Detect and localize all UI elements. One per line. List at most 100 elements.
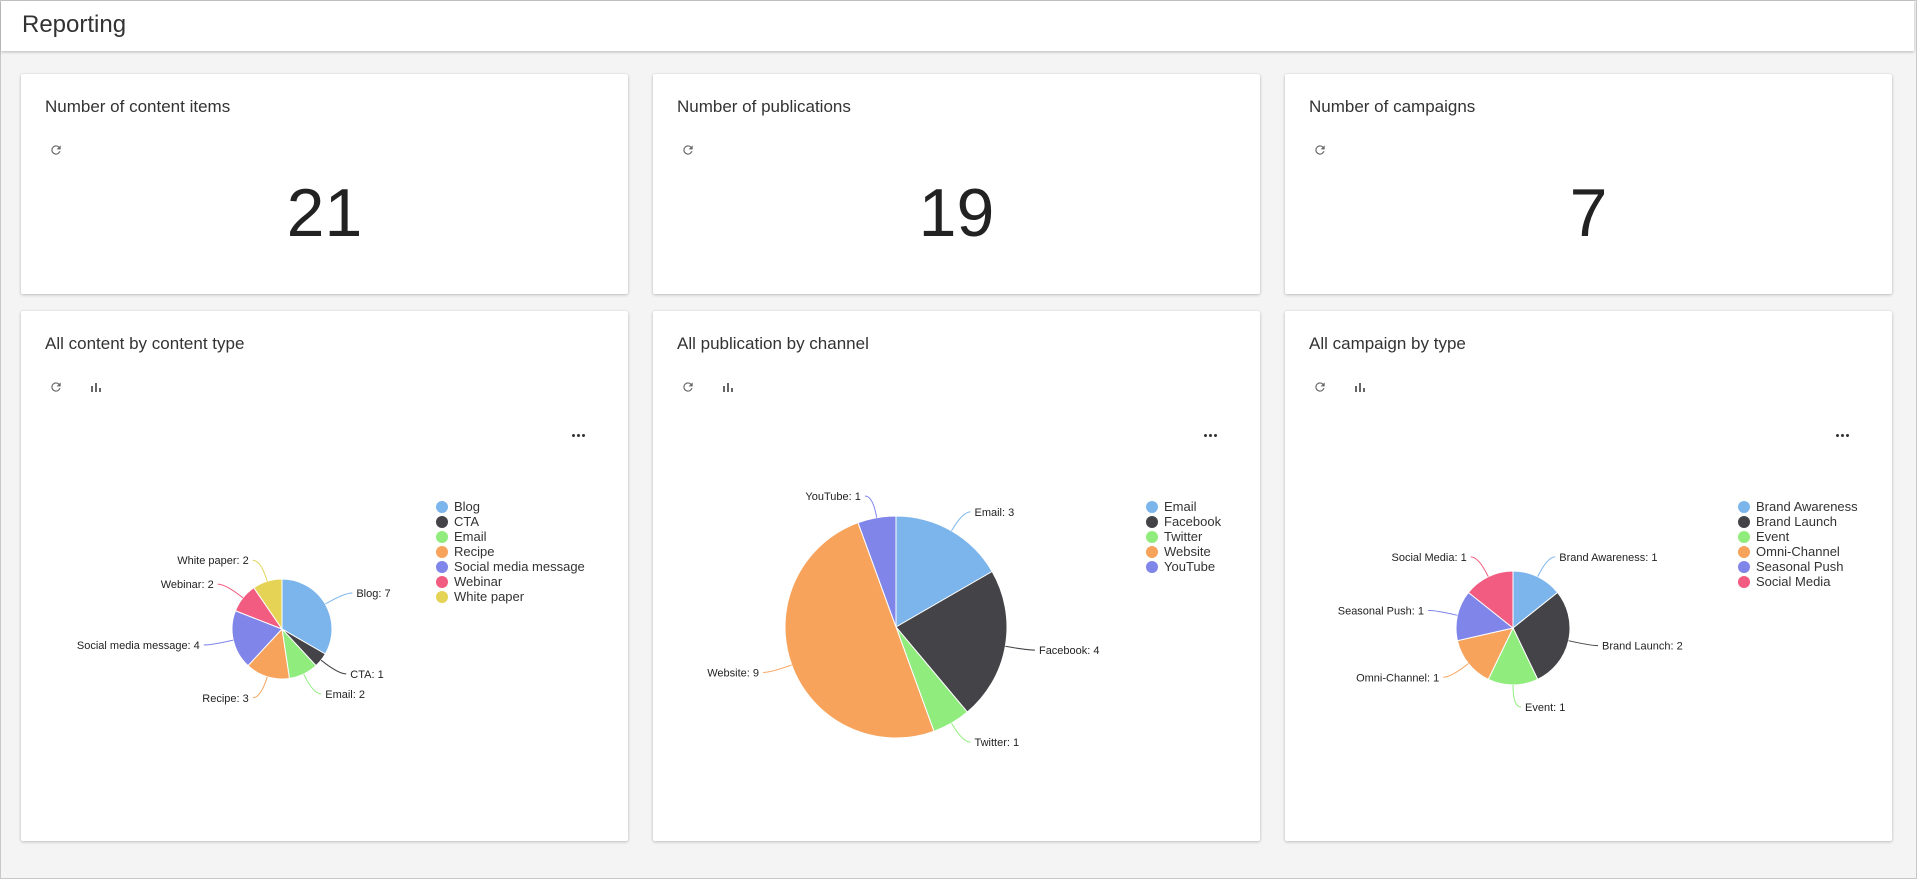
pie-data-label: Seasonal Push: 1 bbox=[1338, 605, 1424, 617]
pie-connector bbox=[1005, 645, 1035, 651]
campaigns-card: Number of campaigns 7 bbox=[1285, 74, 1892, 294]
legend-label: Webinar bbox=[454, 574, 503, 589]
refresh-button[interactable] bbox=[45, 139, 67, 161]
legend-item[interactable]: Social Media bbox=[1738, 574, 1831, 589]
legend-item[interactable]: White paper bbox=[436, 589, 525, 604]
pie-data-label: Email: 2 bbox=[325, 689, 365, 701]
page-header: Reporting bbox=[1, 1, 1914, 51]
more-icon-dot bbox=[581, 433, 585, 437]
content-type-chart-card: All content by content type Blog: 7 Blog C… bbox=[21, 311, 628, 841]
pie-connector bbox=[763, 664, 792, 673]
legend-item[interactable]: Event bbox=[1738, 529, 1790, 544]
pie-data-label: White paper: 2 bbox=[177, 555, 249, 567]
legend-item[interactable]: Twitter bbox=[1146, 529, 1203, 544]
legend-label: Seasonal Push bbox=[1756, 559, 1843, 574]
legend-marker bbox=[1146, 501, 1158, 513]
legend-marker bbox=[436, 576, 448, 588]
legend-item[interactable]: Facebook bbox=[1146, 514, 1222, 529]
pie-data-label: Brand Awareness: 1 bbox=[1559, 552, 1657, 564]
legend-label: Brand Launch bbox=[1756, 514, 1837, 529]
pie-data-label: Webinar: 2 bbox=[161, 579, 214, 591]
pie-connector bbox=[1537, 556, 1556, 577]
card-title: All content by content type bbox=[45, 334, 245, 353]
legend-label: Brand Awareness bbox=[1756, 499, 1858, 514]
pie-connector bbox=[320, 659, 347, 675]
legend-item[interactable]: Email bbox=[436, 529, 487, 544]
pie-slice-blog[interactable] bbox=[281, 578, 333, 655]
bar-chart-icon bbox=[91, 383, 101, 392]
content-items-card: Number of content items 21 bbox=[21, 74, 628, 294]
legend-item[interactable]: Blog bbox=[436, 499, 480, 514]
legend-label: YouTube bbox=[1164, 559, 1215, 574]
pie-connector bbox=[951, 511, 971, 532]
legend-item[interactable]: Recipe bbox=[436, 544, 494, 559]
pie-slice-youtube[interactable] bbox=[857, 515, 897, 628]
chart-type-button[interactable] bbox=[85, 376, 107, 398]
pie-slice-brand-awareness[interactable] bbox=[1512, 570, 1559, 630]
card-title: All publication by channel bbox=[677, 334, 869, 353]
pie-slice-brand-launch[interactable] bbox=[1512, 591, 1571, 681]
legend-label: Recipe bbox=[454, 544, 494, 559]
pie-data-label: CTA: 1 bbox=[350, 669, 383, 681]
legend-item[interactable]: Webinar bbox=[436, 574, 503, 589]
legend-item[interactable]: Social media message bbox=[436, 559, 585, 574]
legend-item[interactable]: Omni-Channel bbox=[1738, 544, 1840, 559]
legend-marker bbox=[1738, 501, 1750, 513]
refresh-icon bbox=[683, 145, 693, 155]
refresh-button[interactable] bbox=[677, 139, 699, 161]
pie-data-label: YouTube: 1 bbox=[805, 491, 860, 503]
legend-item[interactable]: YouTube bbox=[1146, 559, 1215, 574]
legend-item[interactable]: Email bbox=[1146, 499, 1197, 514]
pie-connector bbox=[217, 583, 244, 599]
bar-chart-icon bbox=[1355, 383, 1365, 392]
pie-slice-omni-channel[interactable] bbox=[1456, 627, 1514, 681]
legend-item[interactable]: Seasonal Push bbox=[1738, 559, 1843, 574]
chart-type-button[interactable] bbox=[1349, 376, 1371, 398]
pie-slice-facebook[interactable] bbox=[895, 570, 1008, 713]
legend-label: Blog bbox=[454, 499, 480, 514]
campaign-type-chart-card: All campaign by type Brand Awareness: 1 B… bbox=[1285, 311, 1892, 841]
pie-chart: Email: 3 Email Facebook: 4 Facebook Twitter:… bbox=[707, 491, 1222, 749]
campaigns-count: 7 bbox=[1569, 175, 1608, 251]
legend-label: Email bbox=[454, 529, 487, 544]
more-icon-dot bbox=[576, 433, 580, 437]
pie-chart: Blog: 7 Blog CTA: 1 CTA Email: 2 Email Recipe:… bbox=[77, 499, 585, 705]
legend-item[interactable]: Brand Awareness bbox=[1738, 499, 1858, 514]
legend-marker bbox=[1738, 561, 1750, 573]
content-items-count: 21 bbox=[286, 175, 363, 251]
legend-label: Event bbox=[1756, 529, 1790, 544]
pie-data-label: Website: 9 bbox=[707, 667, 759, 679]
refresh-button[interactable] bbox=[1309, 139, 1331, 161]
chart-menu-button[interactable] bbox=[1832, 429, 1852, 441]
publications-count: 19 bbox=[918, 175, 995, 251]
more-icon-dot bbox=[1840, 433, 1844, 437]
legend-label: Social Media bbox=[1756, 574, 1831, 589]
legend-marker bbox=[436, 531, 448, 543]
publication-channel-chart-card: All publication by channel Email: 3 Email… bbox=[653, 311, 1260, 841]
legend-item[interactable]: CTA bbox=[436, 514, 479, 529]
pie-slice-seasonal-push[interactable] bbox=[1455, 591, 1515, 642]
refresh-button[interactable] bbox=[45, 376, 67, 398]
legend-marker bbox=[1738, 576, 1750, 588]
pie-slice-event[interactable] bbox=[1487, 626, 1539, 686]
pie-connector bbox=[203, 639, 234, 646]
refresh-button[interactable] bbox=[677, 376, 699, 398]
refresh-button[interactable] bbox=[1309, 376, 1331, 398]
legend-marker bbox=[1738, 516, 1750, 528]
chart-menu-button[interactable] bbox=[1200, 429, 1220, 441]
refresh-icon bbox=[1315, 145, 1325, 155]
legend-item[interactable]: Brand Launch bbox=[1738, 514, 1837, 529]
pie-connector bbox=[1470, 556, 1489, 577]
pie-slice-social-media[interactable] bbox=[1467, 570, 1514, 630]
card-title: Number of content items bbox=[45, 97, 231, 116]
pie-connector bbox=[864, 495, 878, 518]
more-icon-dot bbox=[1213, 433, 1217, 437]
legend-label: Facebook bbox=[1164, 514, 1222, 529]
refresh-icon bbox=[1315, 382, 1325, 392]
more-icon-dot bbox=[1208, 433, 1212, 437]
legend-label: Twitter bbox=[1164, 529, 1203, 544]
chart-menu-button[interactable] bbox=[568, 429, 588, 441]
chart-type-button[interactable] bbox=[717, 376, 739, 398]
legend-item[interactable]: Website bbox=[1146, 544, 1211, 559]
pie-data-label: Twitter: 1 bbox=[975, 737, 1020, 749]
